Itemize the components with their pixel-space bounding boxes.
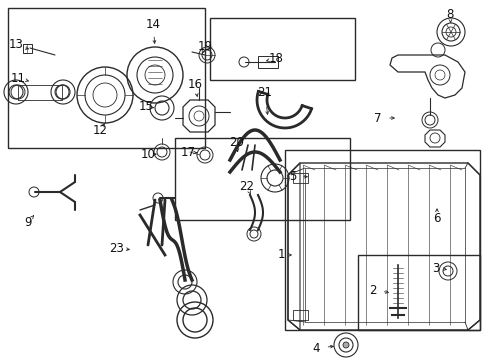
Text: 10: 10 bbox=[140, 148, 155, 162]
Bar bbox=[292, 173, 307, 183]
Text: 23: 23 bbox=[109, 242, 124, 255]
Text: 2: 2 bbox=[368, 284, 376, 297]
Text: 9: 9 bbox=[24, 216, 32, 229]
Text: 11: 11 bbox=[10, 72, 25, 85]
Text: 22: 22 bbox=[239, 180, 254, 194]
Text: 15: 15 bbox=[138, 100, 153, 113]
Bar bbox=[175, 138, 349, 220]
Text: 4: 4 bbox=[312, 342, 319, 355]
Bar bbox=[357, 255, 479, 330]
Text: 1: 1 bbox=[277, 248, 284, 261]
Text: 16: 16 bbox=[187, 78, 202, 91]
Text: 6: 6 bbox=[432, 211, 440, 225]
Bar bbox=[258, 56, 278, 68]
Text: 20: 20 bbox=[229, 136, 244, 149]
Text: 17: 17 bbox=[180, 145, 195, 158]
Text: 7: 7 bbox=[373, 112, 381, 125]
Text: 14: 14 bbox=[145, 18, 160, 31]
Text: 5: 5 bbox=[289, 170, 296, 183]
Text: 3: 3 bbox=[431, 261, 439, 274]
Text: 12: 12 bbox=[92, 123, 107, 136]
Bar bbox=[8, 8, 204, 148]
Bar bbox=[209, 18, 354, 80]
Text: 19: 19 bbox=[197, 40, 212, 54]
Bar bbox=[292, 310, 307, 320]
Text: 21: 21 bbox=[257, 86, 272, 99]
Text: 8: 8 bbox=[446, 8, 453, 21]
Text: 13: 13 bbox=[9, 39, 23, 51]
Text: 18: 18 bbox=[268, 51, 283, 64]
Circle shape bbox=[342, 342, 348, 348]
Bar bbox=[23, 44, 32, 53]
Bar bbox=[285, 150, 479, 330]
